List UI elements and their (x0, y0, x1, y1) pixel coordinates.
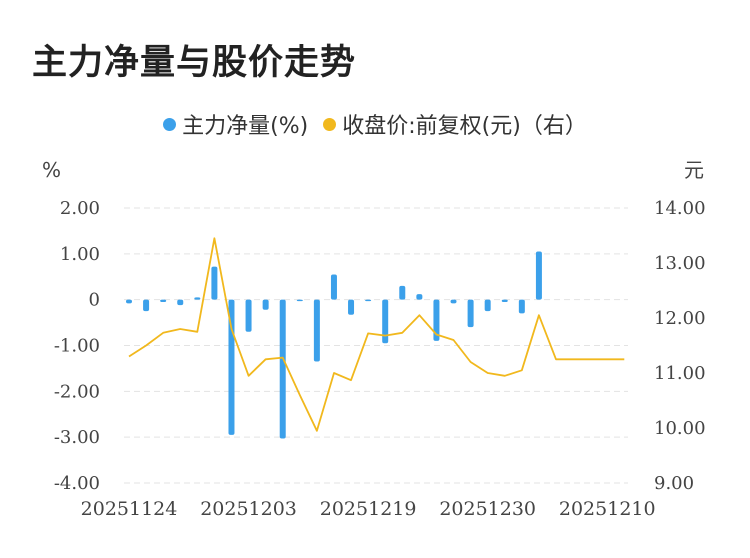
bar (433, 299, 440, 341)
line-series (128, 237, 625, 432)
bar (416, 294, 423, 300)
right-axis-tick-label: 11.00 (654, 363, 706, 384)
bar (484, 299, 491, 312)
left-axis-tick-label: -3.00 (54, 427, 100, 448)
bar (348, 299, 355, 315)
x-axis: 20251124 20251203 20251219 20251230 20251210 (81, 498, 656, 520)
bar (262, 299, 269, 310)
legend-label-bar: 主力净量(%) (182, 114, 309, 139)
price-line (128, 237, 625, 432)
left-axis-tick-label: 2.00 (60, 198, 100, 219)
bar (194, 297, 201, 300)
right-axis: 14.00 13.00 12.00 11.00 10.00 9.00 (654, 198, 706, 494)
left-axis: 2.00 1.00 0 -1.00 -2.00 -3.00 -4.00 (54, 198, 100, 494)
line-series-dot-icon (323, 117, 337, 131)
right-axis-tick-label: 14.00 (654, 198, 706, 219)
x-axis-tick-label: 20251210 (559, 498, 656, 520)
left-axis-tick-label: -4.00 (54, 473, 100, 494)
bar (126, 299, 132, 304)
chart-title: 主力净量与股价走势 (32, 43, 357, 83)
bar (467, 299, 474, 328)
left-axis-unit: % (42, 158, 61, 182)
left-axis-tick-label: 0 (89, 290, 100, 311)
x-axis-tick-label: 20251203 (200, 498, 297, 520)
x-axis-tick-label: 20251219 (320, 498, 417, 520)
bar (330, 274, 337, 300)
x-axis-tick-label: 20251230 (439, 498, 536, 520)
right-axis-tick-label: 9.00 (654, 473, 694, 494)
bar (382, 299, 389, 344)
bar (279, 299, 286, 439)
left-axis-tick-label: -2.00 (54, 381, 100, 402)
legend-label-line: 收盘价:前复权(元)（右） (342, 114, 587, 139)
left-axis-tick-label: 1.00 (60, 244, 100, 265)
bar (313, 299, 320, 362)
bar (501, 299, 508, 302)
bar (245, 299, 252, 332)
bar (365, 299, 372, 302)
right-axis-tick-label: 12.00 (654, 308, 706, 329)
right-axis-tick-label: 10.00 (654, 418, 706, 439)
bar (450, 299, 457, 304)
bar (296, 299, 303, 302)
bar (518, 299, 525, 314)
legend-item-bar[interactable]: 主力净量(%) (163, 108, 308, 140)
legend-item-line[interactable]: 收盘价:前复权(元)（右） (323, 108, 587, 140)
legend: 主力净量(%) 收盘价:前复权(元)（右） (0, 108, 750, 140)
bar (211, 266, 218, 300)
bar (177, 299, 184, 306)
bar-series-dot-icon (163, 117, 177, 131)
bar (143, 299, 150, 312)
right-axis-tick-label: 13.00 (654, 253, 706, 274)
bar (399, 285, 406, 300)
left-axis-tick-label: -1.00 (54, 336, 100, 357)
bar (160, 299, 167, 302)
bar (535, 251, 542, 300)
right-axis-unit: 元 (684, 158, 704, 182)
x-axis-tick-label: 20251124 (81, 498, 178, 520)
gridlines (124, 207, 628, 484)
